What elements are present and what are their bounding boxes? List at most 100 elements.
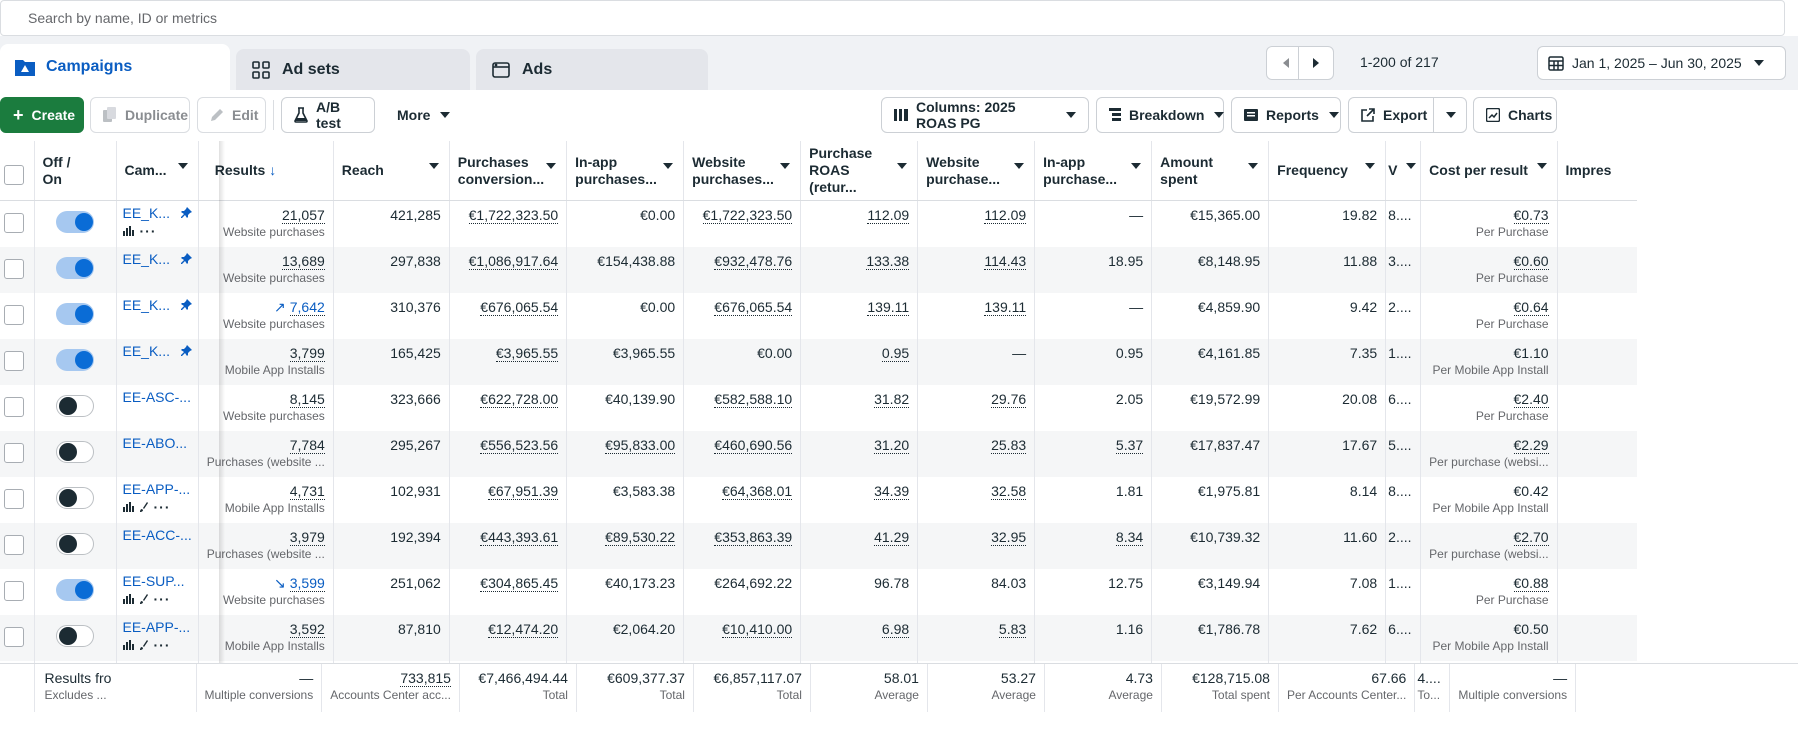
select-all-checkbox[interactable] [4, 164, 24, 185]
campaign-name-link[interactable]: EE_K... [122, 205, 170, 221]
chevron-down-icon[interactable] [1365, 163, 1376, 169]
chevron-down-icon[interactable] [546, 163, 557, 169]
campaign-name-link[interactable]: EE-ACC-... [122, 526, 192, 543]
search-input[interactable] [1, 1, 1784, 35]
chevron-down-icon[interactable] [780, 163, 791, 169]
search-bar[interactable] [0, 0, 1785, 36]
campaign-toggle[interactable] [56, 302, 94, 325]
campaign-toggle[interactable] [56, 348, 94, 371]
chevron-down-icon[interactable] [428, 163, 439, 169]
export-dropdown-button[interactable] [1433, 97, 1467, 133]
column-header-v[interactable]: V [1385, 141, 1422, 201]
cell-value[interactable]: 8,145 [289, 390, 325, 408]
table-row[interactable]: EE-ASC-... 8,145 Website purchases 323,666 €… [0, 384, 1637, 431]
tab-ad-sets[interactable]: Ad sets [236, 49, 470, 90]
campaign-name-link[interactable]: EE_K... [122, 250, 170, 267]
table-row[interactable]: EE-ACC-... 3,979 Purchases (website ... 192… [0, 522, 1638, 569]
column-header-frequency[interactable]: Frequency [1268, 141, 1387, 201]
table-row[interactable]: EE_K... ··· 21,057 Website purchases 421,285… [0, 200, 1637, 247]
row-checkbox[interactable] [4, 626, 24, 647]
columns-button[interactable]: Columns: 2025 ROAS PG [881, 97, 1089, 133]
campaign-name-link[interactable]: EE-ASC-... [122, 388, 191, 405]
table-row[interactable]: EE_K... ↗ 7,642 Website purchases 310,376 €67… [0, 292, 1637, 339]
campaign-name-cell[interactable]: EE_K... [116, 338, 199, 385]
pin-icon[interactable] [180, 343, 192, 359]
date-range-picker[interactable]: Jan 1, 2025 – Jun 30, 2025 [1537, 46, 1786, 80]
chevron-down-icon[interactable] [1248, 163, 1259, 169]
chevron-down-icon[interactable] [663, 163, 674, 169]
campaign-toggle[interactable] [56, 624, 94, 647]
campaign-name-cell[interactable]: EE_K... [116, 246, 199, 293]
column-header-campaign[interactable]: Cam... [116, 141, 199, 201]
campaign-toggle[interactable] [56, 211, 94, 233]
bar-chart-icon[interactable] [122, 223, 134, 239]
edit-brush-icon[interactable] [139, 499, 148, 515]
more-options-icon[interactable]: ··· [153, 498, 171, 515]
cell-value[interactable]: 3,599 [289, 574, 325, 592]
more-options-icon[interactable]: ··· [139, 223, 157, 239]
campaign-toggle[interactable] [56, 486, 94, 509]
pin-icon[interactable] [180, 205, 192, 221]
campaign-toggle[interactable] [56, 394, 94, 417]
chevron-down-icon[interactable] [1406, 163, 1417, 169]
campaign-name-cell[interactable]: EE-APP-... ··· [116, 476, 199, 523]
chevron-down-icon[interactable] [1131, 163, 1142, 169]
campaign-name-cell[interactable]: EE-SUP... ··· [116, 568, 199, 615]
campaign-name-cell[interactable]: EE_K... [116, 292, 199, 339]
table-row[interactable]: EE-APP-... ··· 3,592 Mobile App Installs 87,… [0, 614, 1638, 661]
export-button[interactable]: Export [1348, 97, 1434, 133]
column-header-inapp-purchases[interactable]: In-app purchases... [566, 141, 685, 201]
create-button[interactable]: + Create [0, 97, 84, 133]
column-header-impressions[interactable]: Impres [1557, 141, 1638, 201]
column-header-reach[interactable]: Reach [333, 141, 450, 201]
cell-value[interactable]: 3,979 [289, 528, 325, 546]
tab-ads[interactable]: Ads [476, 49, 708, 90]
row-checkbox[interactable] [4, 350, 24, 371]
more-options-icon[interactable]: ··· [153, 636, 171, 653]
tab-campaigns[interactable]: Campaigns [0, 44, 230, 90]
edit-button[interactable]: Edit [197, 97, 266, 133]
cell-value[interactable]: 3,592 [289, 620, 325, 638]
cell-value[interactable]: 13,689 [281, 252, 325, 270]
table-row[interactable]: EE-ABO... 7,784 Purchases (website ... 295,… [0, 430, 1638, 477]
column-header-amount-spent[interactable]: Amount spent [1151, 141, 1270, 201]
table-row[interactable]: EE-SUP... ··· ↘ 3,599 Website purchases 251,0… [0, 568, 1637, 615]
campaign-name-link[interactable]: EE-SUP... [122, 572, 185, 589]
cell-value[interactable]: 7,642 [289, 298, 325, 316]
row-checkbox[interactable] [4, 304, 24, 325]
row-checkbox[interactable] [4, 258, 24, 279]
column-header-website-purchase-roas[interactable]: Website purchase... [917, 141, 1036, 201]
table-row[interactable]: EE_K... 13,689 Website purchases 297,838 €1,… [0, 246, 1638, 293]
column-header-results[interactable]: Results ↓ [198, 141, 334, 201]
chevron-down-icon[interactable] [177, 163, 188, 169]
bar-chart-icon[interactable] [122, 637, 134, 653]
campaign-name-cell[interactable]: EE-ASC-... [116, 384, 199, 431]
table-row[interactable]: EE-APP-... ··· 4,731 Mobile App Installs 102… [0, 476, 1637, 523]
campaign-toggle[interactable] [56, 532, 94, 555]
ab-test-button[interactable]: A/B test [281, 97, 375, 133]
campaign-name-link[interactable]: EE_K... [122, 296, 170, 313]
column-header-purchases-conversion[interactable]: Purchases conversion... [449, 141, 568, 201]
breakdown-button[interactable]: Breakdown [1096, 97, 1225, 133]
chevron-down-icon[interactable] [1536, 163, 1547, 169]
edit-brush-icon[interactable] [139, 637, 148, 653]
column-header-cost-per-result[interactable]: Cost per result [1420, 141, 1558, 201]
column-header-purchase-roas[interactable]: Purchase ROAS (retur... [800, 141, 919, 201]
cell-value[interactable]: 7,784 [289, 436, 325, 454]
campaign-name-cell[interactable]: EE-ABO... [116, 430, 199, 477]
campaign-toggle[interactable] [56, 440, 94, 463]
row-checkbox[interactable] [4, 442, 24, 463]
edit-brush-icon[interactable] [139, 591, 148, 607]
cell-value[interactable]: 4,731 [289, 482, 325, 500]
pin-icon[interactable] [180, 251, 192, 267]
column-header-inapp-purchase-roas[interactable]: In-app purchase... [1034, 141, 1153, 201]
cell-value[interactable]: 21,057 [281, 207, 325, 224]
campaign-name-cell[interactable]: EE-APP-... ··· [116, 614, 199, 661]
charts-button[interactable]: Charts [1473, 97, 1557, 133]
next-page-button[interactable] [1298, 46, 1334, 80]
campaign-name-cell[interactable]: EE-ACC-... [116, 522, 199, 569]
row-checkbox[interactable] [4, 488, 24, 509]
cell-value[interactable]: 3,799 [289, 344, 325, 362]
bar-chart-icon[interactable] [122, 591, 134, 607]
column-header-website-purchases[interactable]: Website purchases... [683, 141, 802, 201]
